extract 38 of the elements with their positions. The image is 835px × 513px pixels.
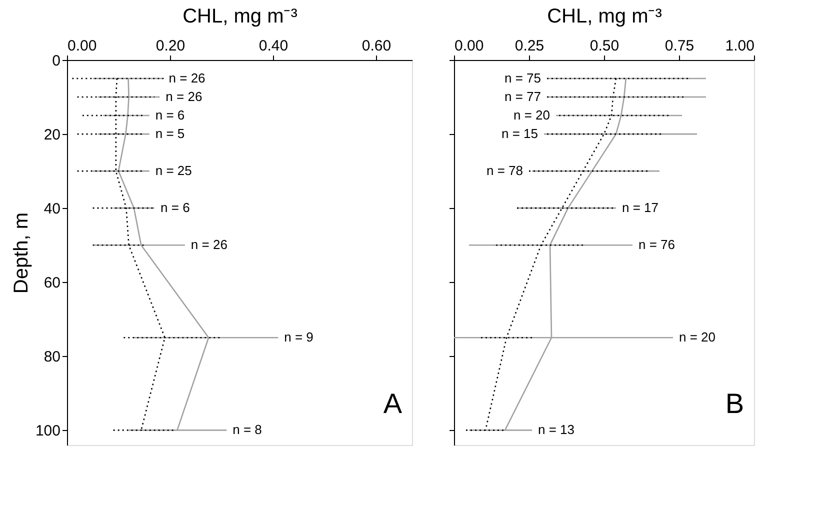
annotation: n = 17 bbox=[622, 200, 659, 216]
annotation: n = 8 bbox=[232, 422, 262, 438]
annotation: B bbox=[725, 388, 744, 419]
annotation: A bbox=[383, 388, 402, 419]
annotation: n = 25 bbox=[155, 163, 192, 178]
y-tick-label: 40 bbox=[44, 200, 60, 218]
x-tick-label: 0.50 bbox=[590, 38, 620, 54]
annotation: n = 77 bbox=[504, 89, 541, 104]
x-axis-title: CHL, mg m⁻³ bbox=[182, 6, 298, 28]
y-tick-label: 60 bbox=[44, 274, 60, 292]
x-tick-label: 0.00 bbox=[454, 38, 484, 54]
annotation: n = 20 bbox=[679, 330, 716, 345]
y-tick-label: 20 bbox=[44, 126, 60, 144]
x-tick-label: 0.75 bbox=[664, 38, 694, 54]
y-tick-label: 80 bbox=[44, 348, 60, 366]
y-axis-title: Depth, m bbox=[10, 212, 32, 294]
x-tick-label: 0.60 bbox=[362, 38, 392, 54]
annotation: n = 26 bbox=[190, 237, 228, 252]
annotation: n = 15 bbox=[501, 126, 538, 142]
x-tick-label: 0.00 bbox=[68, 38, 97, 54]
annotation: n = 9 bbox=[284, 330, 314, 345]
x-tick-label: 1.00 bbox=[725, 38, 754, 54]
annotation: n = 26 bbox=[166, 89, 202, 104]
annotation: n = 13 bbox=[538, 422, 575, 438]
annotation: n = 75 bbox=[504, 70, 541, 86]
annotation: n = 5 bbox=[155, 126, 185, 142]
y-tick-label: 0 bbox=[52, 52, 60, 70]
annotation: n = 78 bbox=[486, 163, 523, 178]
x-tick-label: 0.20 bbox=[156, 38, 186, 54]
annotation: n = 76 bbox=[638, 237, 676, 252]
x-axis-title: CHL, mg m⁻³ bbox=[547, 6, 662, 28]
x-tick-label: 0.25 bbox=[514, 38, 544, 54]
x-tick-label: 0.40 bbox=[258, 38, 288, 54]
annotation: n = 26 bbox=[168, 70, 206, 86]
y-tick-label: 100 bbox=[35, 422, 60, 440]
annotation: n = 6 bbox=[160, 200, 190, 216]
annotation: n = 6 bbox=[155, 108, 185, 123]
annotation: n = 20 bbox=[513, 108, 550, 123]
